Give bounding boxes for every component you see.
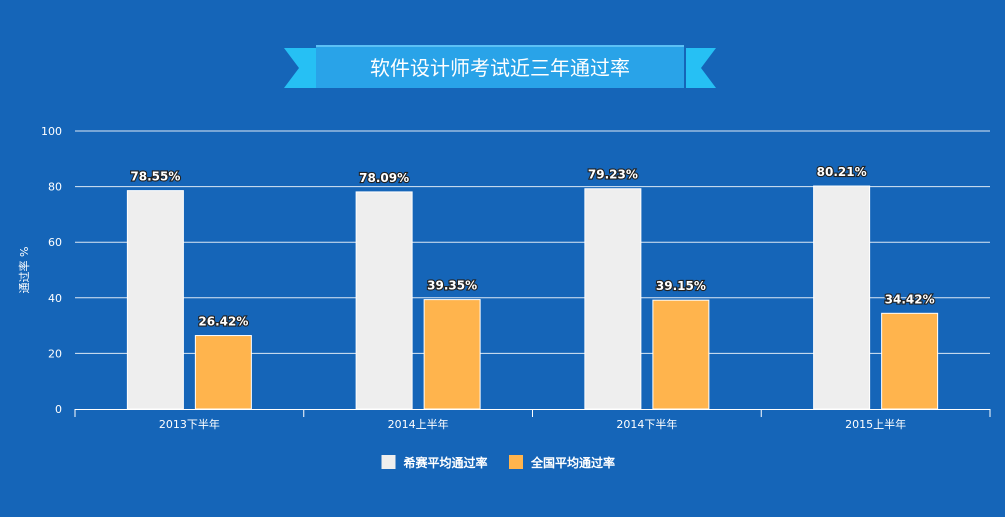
- y-axis-ticks: 0 20 40 60 80 100: [41, 125, 62, 416]
- y-tick-label: 80: [48, 181, 62, 194]
- data-labels: 78.55% 78.09% 79.23% 80.21% 26.42% 39.35% 39.1…: [129, 164, 935, 330]
- legend-item[interactable]: 希赛平均通过率: [381, 455, 488, 470]
- bars: [126, 185, 939, 410]
- y-tick-label: 20: [48, 347, 62, 360]
- data-label: 80.21%: [817, 165, 867, 179]
- legend-label: 希赛平均通过率: [403, 455, 488, 470]
- legend-swatch: [381, 455, 396, 469]
- title-banner: 软件设计师考试近三年通过率: [284, 45, 716, 88]
- banner-ribbon-right: [686, 48, 716, 88]
- y-tick-label: 100: [41, 125, 62, 138]
- x-tick-label: 2015上半年: [845, 417, 906, 431]
- legend-label: 全国平均通过率: [530, 455, 615, 470]
- bar[interactable]: [194, 335, 252, 410]
- bar[interactable]: [813, 185, 871, 410]
- x-tick-label: 2013下半年: [159, 417, 220, 431]
- y-tick-label: 60: [48, 236, 62, 249]
- legend-swatch: [509, 455, 523, 469]
- banner-ribbon-left: [284, 48, 319, 88]
- data-label: 34.42%: [885, 292, 935, 306]
- y-tick-label: 0: [55, 403, 62, 416]
- data-label: 78.09%: [359, 171, 409, 185]
- y-tick-label: 40: [48, 292, 62, 305]
- banner-top-edge: [316, 45, 684, 47]
- bar[interactable]: [584, 188, 642, 410]
- chart-title: 软件设计师考试近三年通过率: [370, 56, 630, 80]
- legend: 希赛平均通过率 全国平均通过率: [381, 455, 615, 470]
- data-label: 79.23%: [588, 168, 638, 182]
- data-label: 26.42%: [198, 315, 248, 329]
- bar[interactable]: [423, 299, 481, 410]
- banner-body: [316, 45, 684, 88]
- data-label: 39.15%: [656, 279, 706, 293]
- bar[interactable]: [881, 312, 939, 410]
- bar[interactable]: [652, 299, 710, 410]
- x-tick-label: 2014下半年: [616, 417, 677, 431]
- data-label: 39.35%: [427, 279, 477, 293]
- data-label: 78.55%: [130, 170, 180, 184]
- legend-item[interactable]: 全国平均通过率: [509, 455, 615, 470]
- y-axis-title: 通过率 %: [17, 247, 31, 294]
- x-tick-label: 2014上半年: [388, 417, 449, 431]
- bar[interactable]: [126, 190, 184, 410]
- bar[interactable]: [355, 191, 413, 410]
- x-axis: 2013下半年 2014上半年 2014下半年 2015上半年: [74, 409, 991, 431]
